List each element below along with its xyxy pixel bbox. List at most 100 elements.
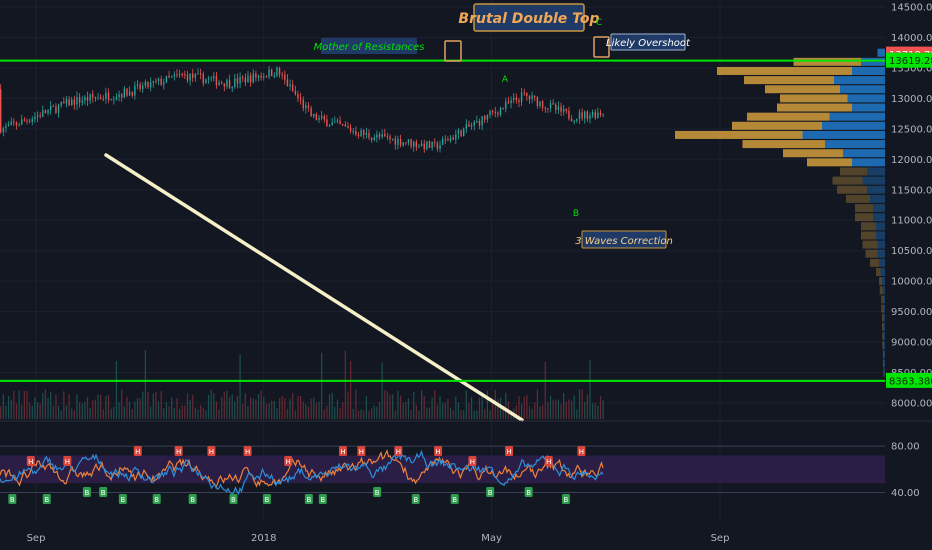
candle-body (568, 110, 570, 119)
candle-body (218, 82, 220, 86)
candle-body (244, 77, 247, 83)
volume-bar (570, 400, 573, 419)
volume-bar (228, 396, 231, 419)
volume-bar (210, 389, 212, 419)
marker-label: B (44, 496, 49, 504)
candle-body (355, 131, 357, 135)
volume-profile-bar-gold (744, 76, 834, 85)
candle-body (31, 119, 33, 122)
volume-profile-bar-blue (873, 213, 885, 222)
volume-bar (384, 389, 386, 419)
overshoot-label-box (610, 33, 686, 51)
volume-bar (113, 406, 115, 419)
volume-profile-bar-gold (882, 359, 885, 368)
volume-bar (260, 390, 262, 419)
price-labels: 13718.78013619.2808363.380 (886, 46, 932, 388)
volume-bar (94, 399, 97, 419)
volume-bar (531, 408, 533, 419)
candle-body (320, 116, 323, 118)
volume-bar (581, 389, 583, 419)
volume-bar (144, 349, 146, 419)
candle-body (515, 97, 518, 101)
volume-bar (402, 402, 404, 419)
volume-profile-bar-blue (880, 268, 885, 277)
candle-body (39, 115, 41, 117)
candle-body (389, 136, 391, 140)
volume-bar (121, 389, 123, 419)
grid-lines (0, 0, 885, 520)
candle-body (489, 110, 491, 115)
candle-body (297, 94, 299, 99)
volume-bar (444, 402, 446, 419)
volume-bar (257, 394, 260, 419)
marker-label: H (470, 458, 475, 466)
volume-bar (273, 400, 275, 419)
volume-bar (523, 396, 525, 419)
volume-bar (207, 394, 210, 419)
candle-body (536, 97, 539, 107)
candle-body (589, 115, 591, 120)
trendline[interactable] (104, 153, 524, 422)
buy-marker (524, 487, 533, 497)
volume-bar (378, 402, 381, 419)
candle-body (344, 124, 347, 127)
candle-body (539, 101, 541, 107)
marker-label: B (375, 489, 380, 497)
volume-bar (302, 401, 304, 419)
price-label-bg (886, 52, 932, 68)
high-marker (338, 446, 347, 456)
volume-profile-bar-blue (873, 204, 885, 213)
volume-bar (589, 360, 591, 419)
volume-bar (178, 408, 181, 419)
time-axis[interactable]: Sep2018MaySep2019MaySep2020MaySep2021May… (27, 533, 932, 544)
marker-label: B (564, 496, 569, 504)
marker-label: B (190, 496, 195, 504)
candle-body (52, 105, 55, 107)
candle-body (384, 134, 386, 136)
volume-bar (44, 389, 47, 419)
price-tick-label: 12000.000 (891, 155, 932, 166)
candle-body (363, 130, 365, 135)
marker-label: H (28, 458, 33, 466)
candle-body (481, 116, 483, 126)
candle-body (336, 120, 339, 122)
candle-body (423, 143, 425, 150)
candle-body (534, 95, 536, 98)
candle-body (207, 78, 210, 80)
volume-profile-bar-gold (793, 57, 861, 66)
volume-bar (318, 401, 320, 419)
candle-body (360, 130, 362, 136)
high-marker (174, 446, 183, 456)
volume-bar (239, 354, 241, 419)
volume-bar (50, 391, 52, 419)
candle-body (89, 94, 91, 101)
candle-body (147, 81, 149, 88)
candle-body (555, 104, 557, 110)
volume-bar (426, 407, 428, 419)
candle-body (173, 74, 176, 77)
buy-marker (82, 487, 91, 497)
candle-body (518, 100, 520, 103)
marker-label: H (506, 448, 511, 456)
candle-body (573, 120, 575, 122)
marker-label: H (209, 448, 214, 456)
buy-marker (229, 494, 238, 504)
double-top-box-2[interactable] (593, 36, 610, 58)
candle-body (163, 82, 165, 85)
candle-body (7, 124, 10, 127)
volume-profile-bar-blue (884, 350, 885, 359)
volume-profile-bar-blue (867, 167, 885, 176)
high-marker (207, 446, 216, 456)
volume-bar (23, 391, 25, 419)
high-marker (133, 446, 142, 456)
volume-bar (342, 402, 344, 419)
volume-bar (352, 408, 354, 419)
volume-bar (97, 394, 99, 419)
candle-body (26, 120, 28, 122)
oscillator-axis[interactable]: 80.00 40.00 (891, 442, 920, 499)
volume-bar (305, 404, 307, 419)
double-top-box-1[interactable] (444, 40, 462, 62)
candle-body (78, 97, 81, 103)
volume-profile-bar-blue (876, 222, 885, 231)
